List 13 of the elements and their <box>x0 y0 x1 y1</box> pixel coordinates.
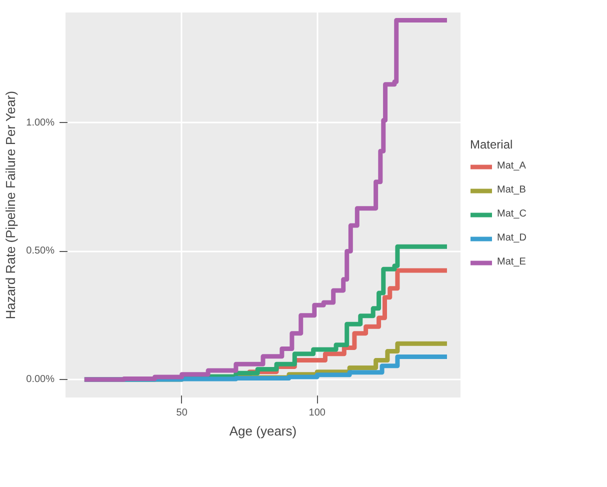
y-axis-title: Hazard Rate (Pipeline Failure Per Year) <box>3 90 18 320</box>
y-tick-label: 0.50% <box>26 246 55 257</box>
x-tick-label: 50 <box>176 408 188 418</box>
legend-label: Mat_A <box>497 160 526 172</box>
legend-label: Mat_B <box>497 184 526 196</box>
y-tick-label: 0.00% <box>26 374 55 386</box>
legend-title: Material <box>470 137 514 151</box>
x-axis-title: Age (years) <box>229 424 297 438</box>
y-tick-label: 1.00% <box>26 117 55 128</box>
legend-label: Mat_E <box>497 256 526 268</box>
legend-label: Mat_D <box>497 232 526 244</box>
legend-label: Mat_C <box>497 208 526 220</box>
x-tick-label: 100 <box>308 408 326 418</box>
